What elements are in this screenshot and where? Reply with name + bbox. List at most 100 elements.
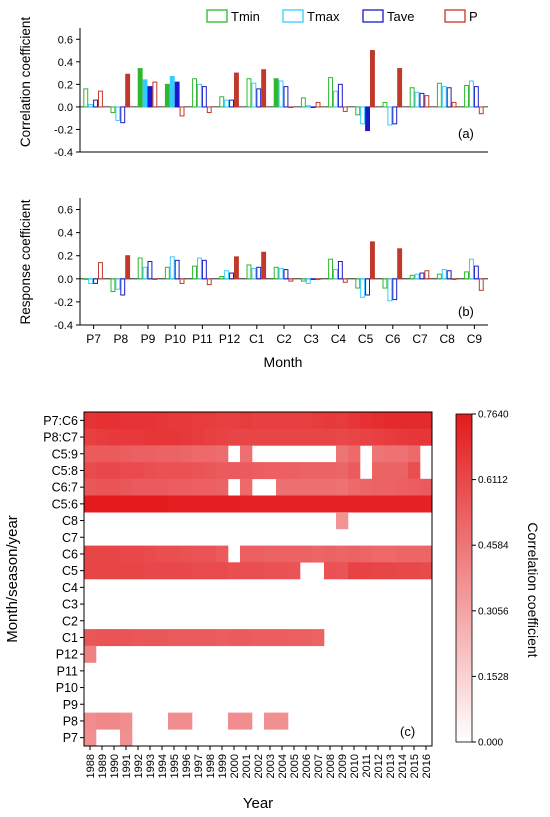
heatmap-ytick-label: C5	[62, 564, 78, 578]
heatmap-cell-C5:8-1997	[192, 462, 205, 480]
panel-a-label: (a)	[458, 126, 474, 141]
heatmap-cell-C1-2002	[252, 629, 265, 647]
heatmap-cell-C5:8-2004	[276, 462, 289, 480]
panel-c-heatmap: P7:C6 P8:C7 C5:9 C5:8 C6:7 C5:6 C8 C7 C6 C5 C4 C3 C2…	[4, 410, 541, 813]
a-bar-p-P8	[125, 73, 131, 108]
heatmap-cell-P8:C7-1994	[156, 428, 169, 446]
heatmap-cell-P7:C6-2009	[336, 412, 349, 429]
heatmap-cell-P8:C7-2001	[240, 428, 253, 446]
b-ytick-label: 0.6	[58, 205, 73, 217]
heatmap-cell-C6:7-2012	[372, 478, 385, 496]
b-bar-p-C1	[261, 251, 267, 280]
b-bar-tave-C8	[446, 270, 452, 280]
b-bar-tave-P8	[120, 278, 126, 296]
colorbar-tick-label: 0.4584	[478, 541, 509, 552]
heatmap-cell-C5-2005	[288, 562, 301, 580]
heatmap-cell-P8-2001	[240, 712, 253, 730]
heatmap-cell-C5:6-2007	[312, 495, 325, 513]
legend-swatch-p	[444, 9, 466, 23]
heatmap-cell-C5:8-1995	[168, 462, 181, 480]
heatmap-cell-C5:9-1998	[204, 445, 217, 463]
heatmap-cell-C5:8-1988	[84, 462, 97, 480]
heatmap-cell-P8:C7-2011	[360, 428, 373, 446]
b-bar-p-C7	[424, 270, 430, 280]
a-bar-tmax-P8	[115, 106, 121, 121]
heatmap-cell-C6:7-1999	[216, 478, 229, 496]
b-bar-tave-P12	[229, 272, 235, 280]
a-bar-tmin-C3	[300, 97, 306, 108]
heatmap-cell-P7:C6-1994	[156, 412, 169, 429]
heatmap-cell-C6:7-2010	[348, 478, 361, 496]
heatmap-cell-C5:9-1988	[84, 445, 97, 463]
heatmap-ytick-label: C5:8	[52, 464, 78, 478]
heatmap-xtick-label: 1988	[85, 754, 97, 778]
a-bar-tave-C2	[283, 86, 289, 108]
b-xtick-label: P8	[113, 332, 128, 346]
heatmap-ytick-label: P12	[56, 648, 78, 662]
b-bar-tmax-C3	[305, 278, 311, 284]
heatmap-cell-C5:8-2009	[336, 462, 349, 480]
b-bar-p-C9	[478, 278, 484, 291]
b-bar-tmin-C1	[246, 264, 252, 280]
panel-a-y-axis-label: Correlation coefficient	[18, 17, 33, 148]
heatmap-cell-C6:7-2009	[336, 478, 349, 496]
b-bar-tmin-P7	[83, 278, 89, 280]
heatmap-cell-C6:7-1996	[180, 478, 193, 496]
heatmap-cell-C1-2007	[312, 629, 325, 647]
b-bar-p-C6	[397, 248, 403, 280]
heatmap-cell-C5:9-1999	[216, 445, 229, 463]
a-bar-tmin-C1	[246, 78, 252, 108]
b-ytick-label: -0.4	[54, 320, 73, 332]
heatmap-cell-C6-2004	[276, 545, 289, 563]
a-ytick-label: -0.4	[54, 147, 73, 159]
heatmap-cell-C5:6-1999	[216, 495, 229, 513]
heatmap-ytick-label: C1	[62, 631, 78, 645]
heatmap-cell-P8:C7-1990	[108, 428, 121, 446]
b-xtick-label: C6	[385, 332, 401, 346]
heatmap-cell-C5:8-2012	[372, 462, 385, 480]
heatmap-xtick-label: 2004	[277, 754, 289, 778]
heatmap-cell-P7:C6-2014	[396, 412, 409, 429]
heatmap-cell-C6-2001	[240, 545, 253, 563]
panel-b-y-axis-label: Response coefficient	[18, 199, 33, 324]
heatmap-cell-C5:9-1996	[180, 445, 193, 463]
a-bar-tmax-P12	[224, 99, 230, 108]
a-bar-tmax-C1	[251, 82, 257, 108]
a-bar-tave-C4	[337, 83, 343, 108]
b-bar-tave-P11	[201, 259, 207, 280]
heatmap-cell-C5:8-2001	[240, 462, 253, 480]
heatmap-cell-C5:6-1998	[204, 495, 217, 513]
colorbar-tick-label: 0.3056	[478, 606, 509, 617]
heatmap-cell-C6-1995	[168, 545, 181, 563]
heatmap-cell-C6:7-2014	[396, 478, 409, 496]
heatmap-xtick-label: 2009	[337, 754, 349, 778]
b-bar-tmax-C6	[387, 278, 393, 302]
heatmap-cell-C6-2010	[348, 545, 361, 563]
b-bar-tmin-P8	[110, 278, 116, 293]
b-xtick-label: P9	[141, 332, 156, 346]
heatmap-xtick-label: 1990	[109, 754, 121, 778]
b-bar-p-C4	[342, 278, 348, 283]
a-bar-tmin-C7	[409, 87, 415, 108]
heatmap-cell-P8:C7-1991	[120, 428, 133, 446]
heatmap-cell-C5:6-2013	[384, 495, 397, 513]
a-bar-p-C1	[261, 69, 267, 108]
a-bar-tave-C9	[473, 86, 479, 108]
heatmap-cell-C5:6-1993	[144, 495, 157, 513]
heatmap-xtick-label: 2002	[253, 754, 265, 778]
heatmap-cell-C5:9-1994	[156, 445, 169, 463]
heatmap-cell-P12-1988	[84, 645, 97, 663]
heatmap-cell-C1-1995	[168, 629, 181, 647]
heatmap-cell-P8:C7-2005	[288, 428, 301, 446]
heatmap-cell-C1-1988	[84, 629, 97, 647]
b-bar-tave-P7	[93, 278, 98, 284]
heatmap-cell-C1-1989	[96, 629, 109, 647]
heatmap-cell-C5:9-1992	[132, 445, 145, 463]
a-bar-p-C2	[288, 106, 294, 109]
heatmap-cell-C5-1993	[144, 562, 157, 580]
heatmap-cell-C5:9-2012	[372, 445, 385, 463]
a-bar-tave-P9	[147, 86, 153, 108]
heatmap-xtick-label: 1996	[181, 754, 193, 778]
heatmap-cell-C6:7-1988	[84, 478, 97, 496]
heatmap-cell-P7:C6-2006	[300, 412, 313, 429]
